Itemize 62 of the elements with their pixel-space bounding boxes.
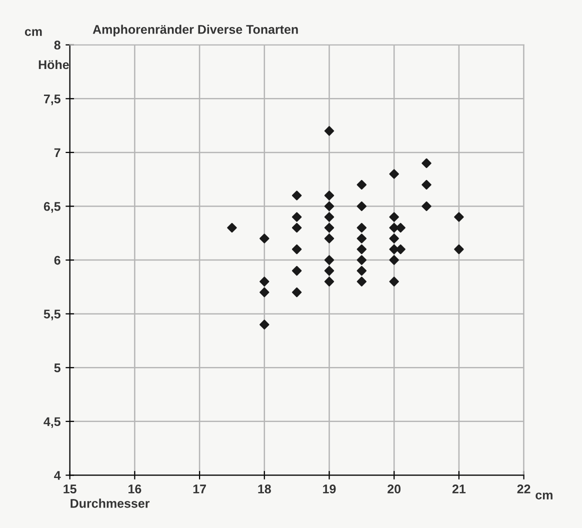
x-tick-label: 22 <box>517 484 530 494</box>
y-tick-label: 5,5 <box>44 310 60 320</box>
x-tick-label: 20 <box>388 484 401 494</box>
point <box>292 222 302 233</box>
y-tick-label: 8 <box>54 40 60 50</box>
y-tick-label: 7 <box>54 148 60 157</box>
x-tick-label: 19 <box>323 484 336 494</box>
y-tick-label: 4,5 <box>44 417 60 428</box>
point <box>356 276 367 286</box>
point <box>324 190 334 200</box>
point <box>324 234 334 244</box>
point <box>389 212 399 222</box>
point <box>292 190 302 200</box>
point <box>356 234 367 244</box>
point <box>356 201 367 212</box>
point <box>356 255 367 265</box>
point <box>260 276 270 286</box>
x-axis-title: Durchmesser <box>70 498 150 508</box>
text: cm <box>24 29 42 36</box>
point <box>396 222 406 233</box>
point <box>422 180 432 190</box>
point <box>292 287 302 298</box>
point <box>260 234 270 244</box>
y-tick-label: 6,5 <box>44 202 60 213</box>
point <box>324 201 334 212</box>
point <box>292 266 302 276</box>
point <box>356 222 367 233</box>
point <box>396 244 406 254</box>
point <box>260 287 270 298</box>
point <box>454 244 464 254</box>
point <box>227 222 237 233</box>
x-tick-label: 18 <box>258 484 271 494</box>
point <box>356 266 367 276</box>
point <box>260 320 270 330</box>
point <box>324 212 334 222</box>
x-tick-label: 17 <box>193 484 206 494</box>
point <box>324 126 334 136</box>
y-tick-label: 6 <box>54 256 60 265</box>
x-tick-label: 16 <box>128 484 142 494</box>
chart-title: Amphorenränder Diverse Tonarten <box>92 24 298 36</box>
point <box>454 212 464 222</box>
point <box>389 255 399 265</box>
point <box>324 222 334 233</box>
y-tick-label: 4 <box>54 471 61 480</box>
point <box>324 255 334 265</box>
point <box>324 266 334 276</box>
point <box>422 158 432 168</box>
point <box>389 234 399 244</box>
point <box>389 169 399 179</box>
point <box>422 201 432 212</box>
text: cm <box>536 492 552 500</box>
x-tick-label: 21 <box>452 484 466 494</box>
y-tick-label: 7,5 <box>44 94 60 106</box>
point <box>324 276 334 286</box>
x-tick-label: 15 <box>64 484 76 494</box>
point <box>292 212 302 222</box>
point <box>356 244 367 254</box>
point <box>389 276 399 286</box>
point <box>292 244 302 254</box>
y-tick-label: 5 <box>54 364 60 372</box>
y-axis-title: Höhe <box>38 60 69 70</box>
point <box>356 180 367 190</box>
